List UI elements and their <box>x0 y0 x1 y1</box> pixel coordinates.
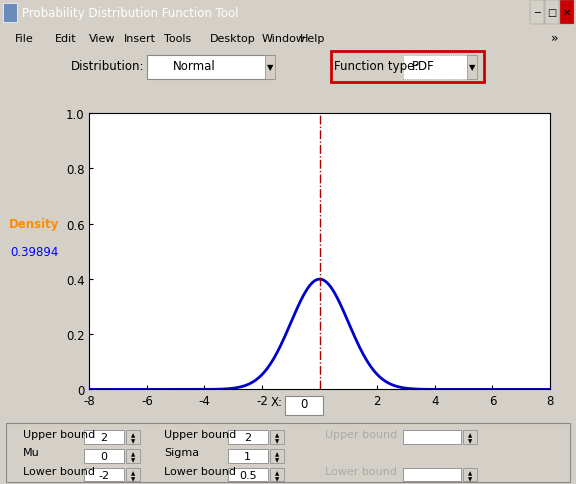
FancyBboxPatch shape <box>228 430 268 444</box>
Text: ▲: ▲ <box>275 451 279 456</box>
Text: Upper bound: Upper bound <box>23 429 95 439</box>
Text: Lower bound: Lower bound <box>325 467 397 476</box>
Text: Sigma: Sigma <box>164 448 199 457</box>
Text: 0: 0 <box>100 451 107 461</box>
Bar <box>545 1 559 25</box>
Text: ▼: ▼ <box>275 438 279 443</box>
FancyBboxPatch shape <box>84 468 124 482</box>
Text: 1: 1 <box>244 451 251 461</box>
Text: ▲: ▲ <box>131 432 135 438</box>
Text: ▼: ▼ <box>468 63 475 72</box>
FancyBboxPatch shape <box>403 56 475 80</box>
Text: Probability Distribution Function Tool: Probability Distribution Function Tool <box>22 7 238 20</box>
Text: -2: -2 <box>98 469 109 480</box>
FancyBboxPatch shape <box>403 468 461 482</box>
FancyBboxPatch shape <box>467 56 477 80</box>
Text: ▼: ▼ <box>131 476 135 481</box>
Text: Lower bound: Lower bound <box>164 467 236 476</box>
Text: ▼: ▼ <box>131 438 135 443</box>
Text: ▼: ▼ <box>267 63 274 72</box>
FancyBboxPatch shape <box>463 430 477 444</box>
Text: Help: Help <box>300 34 325 44</box>
Text: Insert: Insert <box>124 34 156 44</box>
Text: 0: 0 <box>301 397 308 410</box>
Text: 2: 2 <box>100 432 107 442</box>
Text: ▼: ▼ <box>275 457 279 462</box>
Text: File: File <box>14 34 33 44</box>
Text: Lower bound: Lower bound <box>23 467 95 476</box>
Text: Upper bound: Upper bound <box>325 429 397 439</box>
FancyBboxPatch shape <box>126 449 140 463</box>
FancyBboxPatch shape <box>285 396 323 415</box>
Bar <box>560 1 574 25</box>
Text: ▲: ▲ <box>275 432 279 438</box>
Text: 2: 2 <box>244 432 251 442</box>
Text: ▼: ▼ <box>468 438 472 443</box>
FancyBboxPatch shape <box>126 468 140 482</box>
FancyBboxPatch shape <box>126 430 140 444</box>
Text: Edit: Edit <box>55 34 77 44</box>
Text: ▲: ▲ <box>131 451 135 456</box>
FancyBboxPatch shape <box>147 56 274 80</box>
FancyBboxPatch shape <box>270 449 284 463</box>
Text: Window: Window <box>262 34 306 44</box>
Text: PDF: PDF <box>412 60 434 73</box>
FancyBboxPatch shape <box>228 468 268 482</box>
FancyBboxPatch shape <box>265 56 275 80</box>
Text: Upper bound: Upper bound <box>164 429 236 439</box>
Text: X:: X: <box>270 395 282 408</box>
Text: ▲: ▲ <box>468 432 472 438</box>
FancyBboxPatch shape <box>270 430 284 444</box>
Text: ─: ─ <box>534 8 540 18</box>
Text: ▲: ▲ <box>468 470 472 475</box>
FancyBboxPatch shape <box>403 430 461 444</box>
Text: Function type:: Function type: <box>334 60 418 73</box>
Text: 0.5: 0.5 <box>239 469 256 480</box>
Text: Density: Density <box>9 218 60 230</box>
FancyBboxPatch shape <box>270 468 284 482</box>
Bar <box>3 4 17 23</box>
Text: Tools: Tools <box>164 34 191 44</box>
Text: ▼: ▼ <box>275 476 279 481</box>
FancyBboxPatch shape <box>463 468 477 482</box>
Text: ▲: ▲ <box>131 470 135 475</box>
FancyBboxPatch shape <box>84 430 124 444</box>
Text: ✕: ✕ <box>563 8 571 18</box>
Text: Distribution:: Distribution: <box>70 60 144 73</box>
Text: Desktop: Desktop <box>210 34 256 44</box>
FancyBboxPatch shape <box>84 449 124 463</box>
Text: Normal: Normal <box>173 60 215 73</box>
Text: View: View <box>89 34 116 44</box>
Text: »: » <box>551 32 559 45</box>
Text: ▼: ▼ <box>468 476 472 481</box>
Bar <box>530 1 544 25</box>
Text: Mu: Mu <box>23 448 40 457</box>
Text: ▲: ▲ <box>275 470 279 475</box>
Text: ▼: ▼ <box>131 457 135 462</box>
Text: 0.39894: 0.39894 <box>10 245 59 258</box>
Text: □: □ <box>547 8 557 18</box>
FancyBboxPatch shape <box>228 449 268 463</box>
